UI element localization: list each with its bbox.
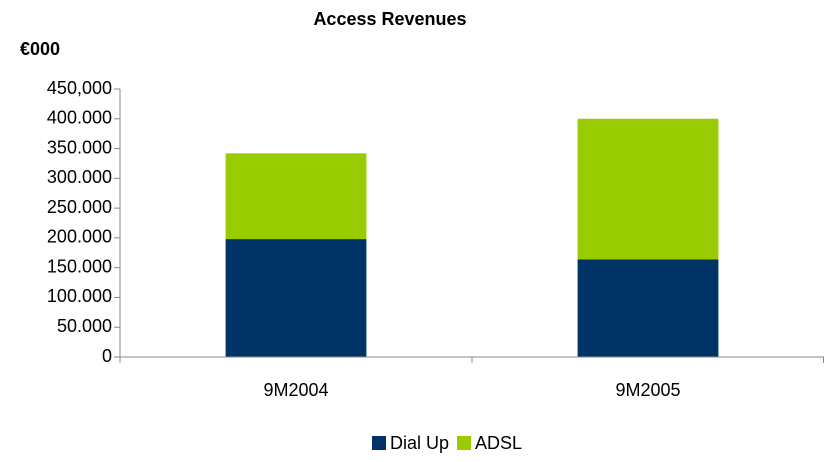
bar-segment	[577, 118, 719, 260]
y-tick-label: 450,000	[47, 78, 112, 98]
bar-segment	[225, 239, 367, 357]
y-tick-label: 350.000	[47, 137, 112, 157]
bar-segment	[577, 259, 719, 357]
chart-title: Access Revenues	[313, 9, 466, 29]
y-tick-label: 300.000	[47, 167, 112, 187]
legend-swatch	[457, 436, 472, 450]
legend-label: ADSL	[475, 433, 522, 453]
y-tick-label: 150.000	[47, 256, 112, 276]
y-tick-label: 100.000	[47, 286, 112, 306]
legend-label: Dial Up	[390, 433, 449, 453]
y-tick-label: 400.000	[47, 108, 112, 128]
legend-swatch	[372, 436, 386, 450]
bar-segment	[225, 153, 367, 240]
y-axis-label: €000	[20, 39, 60, 59]
x-tick-label: 9M2005	[615, 380, 680, 400]
y-tick-label: 200.000	[47, 227, 112, 247]
y-tick-label: 250.000	[47, 197, 112, 217]
y-tick-label: 50.000	[57, 316, 112, 336]
y-tick-label: 0	[102, 346, 112, 366]
x-tick-label: 9M2004	[263, 380, 328, 400]
